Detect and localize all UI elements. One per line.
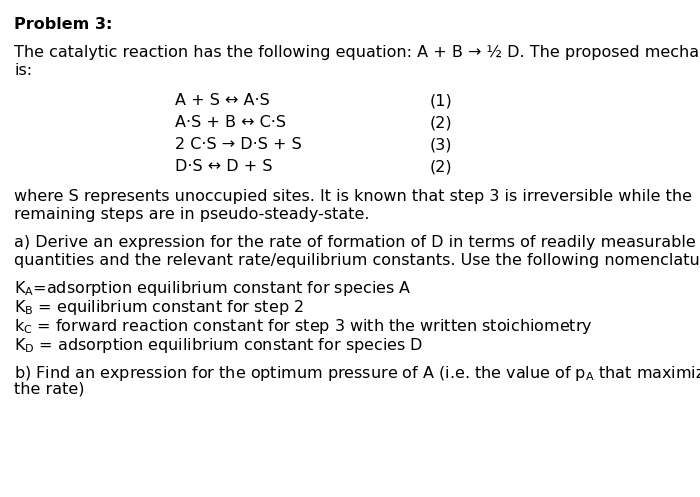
Text: remaining steps are in pseudo-steady-state.: remaining steps are in pseudo-steady-sta…	[14, 207, 370, 222]
Text: b) Find an expression for the optimum pressure of A (i.e. the value of $\mathreg: b) Find an expression for the optimum pr…	[14, 364, 700, 383]
Text: where S represents unoccupied sites. It is known that step 3 is irreversible whi: where S represents unoccupied sites. It …	[14, 189, 692, 204]
Text: D·S ↔ D + S: D·S ↔ D + S	[175, 159, 272, 174]
Text: the rate): the rate)	[14, 382, 85, 397]
Text: quantities and the relevant rate/equilibrium constants. Use the following nomenc: quantities and the relevant rate/equilib…	[14, 253, 700, 268]
Text: (2): (2)	[430, 159, 453, 174]
Text: The catalytic reaction has the following equation: A + B → ½ D. The proposed mec: The catalytic reaction has the following…	[14, 45, 700, 60]
Text: (1): (1)	[430, 93, 453, 108]
Text: (2): (2)	[430, 115, 453, 130]
Text: (3): (3)	[430, 137, 452, 152]
Text: A + S ↔ A·S: A + S ↔ A·S	[175, 93, 270, 108]
Text: 2 C·S → D·S + S: 2 C·S → D·S + S	[175, 137, 302, 152]
Text: Problem 3:: Problem 3:	[14, 17, 113, 32]
Text: a) Derive an expression for the rate of formation of D in terms of readily measu: a) Derive an expression for the rate of …	[14, 235, 696, 250]
Text: A·S + B ↔ C·S: A·S + B ↔ C·S	[175, 115, 286, 130]
Text: $\mathregular{k_C}$ = forward reaction constant for step 3 with the written stoi: $\mathregular{k_C}$ = forward reaction c…	[14, 317, 593, 336]
Text: is:: is:	[14, 63, 32, 78]
Text: $\mathregular{K_D}$ = adsorption equilibrium constant for species D: $\mathregular{K_D}$ = adsorption equilib…	[14, 336, 424, 355]
Text: $\mathregular{K_B}$ = equilibrium constant for step 2: $\mathregular{K_B}$ = equilibrium consta…	[14, 298, 304, 317]
Text: $\mathregular{K_A}$=adsorption equilibrium constant for species A: $\mathregular{K_A}$=adsorption equilibri…	[14, 279, 412, 298]
